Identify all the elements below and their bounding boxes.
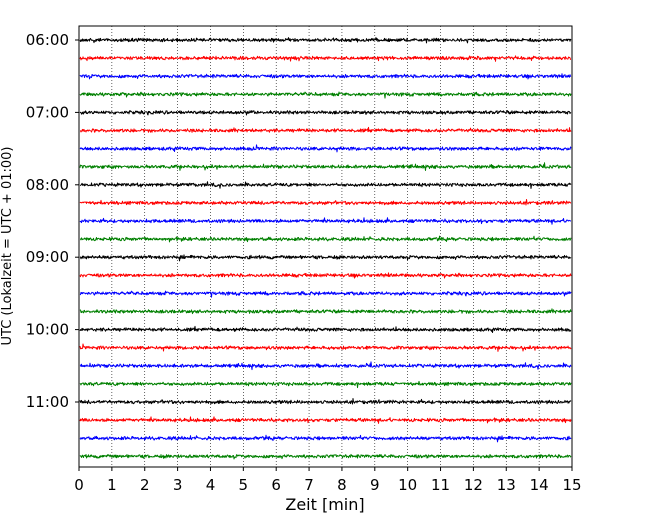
trace-0830 — [79, 217, 572, 225]
x-tick-label: 14 — [530, 476, 549, 494]
trace-0700 — [79, 110, 572, 116]
x-tick-label: 11 — [431, 476, 450, 494]
x-tick-label: 8 — [337, 476, 347, 494]
trace-0745 — [79, 162, 572, 171]
x-tick-label: 4 — [206, 476, 216, 494]
trace-1030 — [79, 361, 572, 371]
y-tick-label: 07:00 — [26, 103, 69, 121]
y-axis-label: UTC (Lokalzeit = UTC + 01:00) — [0, 147, 15, 346]
trace-0645 — [79, 91, 572, 99]
trace-0845 — [79, 235, 572, 243]
trace-1100 — [79, 398, 572, 405]
x-tick-label: 2 — [140, 476, 150, 494]
trace-0800 — [79, 181, 572, 189]
y-tick-label: 10:00 — [26, 321, 69, 339]
trace-1145 — [79, 453, 572, 460]
trace-0915 — [79, 272, 572, 279]
x-tick-label: 3 — [173, 476, 183, 494]
x-tick-label: 5 — [239, 476, 249, 494]
x-tick-label: 6 — [271, 476, 281, 494]
trace-0900 — [79, 254, 572, 262]
plot-frame — [78, 25, 573, 468]
x-tick-label: 10 — [398, 476, 417, 494]
y-tick-label: 08:00 — [26, 176, 69, 194]
y-tick-label: 06:00 — [26, 31, 69, 49]
x-tick-label: 1 — [107, 476, 117, 494]
trace-1015 — [79, 343, 572, 352]
seismogram-traces — [79, 37, 572, 460]
x-tick-label: 15 — [562, 476, 581, 494]
x-tick-label: 13 — [497, 476, 516, 494]
trace-0600 — [79, 37, 572, 44]
trace-0815 — [79, 198, 572, 206]
y-tick-label: 09:00 — [26, 248, 69, 266]
x-tick-label: 7 — [304, 476, 314, 494]
trace-0930 — [79, 290, 572, 298]
trace-0630 — [79, 73, 572, 80]
y-tick-label: 11:00 — [26, 393, 69, 411]
x-tick-label: 12 — [464, 476, 483, 494]
trace-1045 — [79, 380, 572, 389]
x-tick-label: 0 — [74, 476, 84, 494]
trace-0715 — [79, 126, 572, 133]
trace-0730 — [79, 144, 572, 153]
trace-0945 — [79, 308, 572, 315]
trace-1115 — [79, 416, 572, 424]
x-axis-label: Zeit [min] — [285, 495, 364, 514]
trace-1130 — [79, 434, 572, 443]
x-axis-ticks: 0 1 2 3 4 5 6 7 8 9 10 11 12 13 14 15 — [74, 467, 582, 494]
y-axis-ticks: 06:00 07:00 08:00 09:00 10:00 11:00 — [26, 31, 79, 411]
x-tick-label: 9 — [370, 476, 380, 494]
trace-1000 — [79, 325, 572, 333]
trace-0615 — [79, 55, 572, 62]
